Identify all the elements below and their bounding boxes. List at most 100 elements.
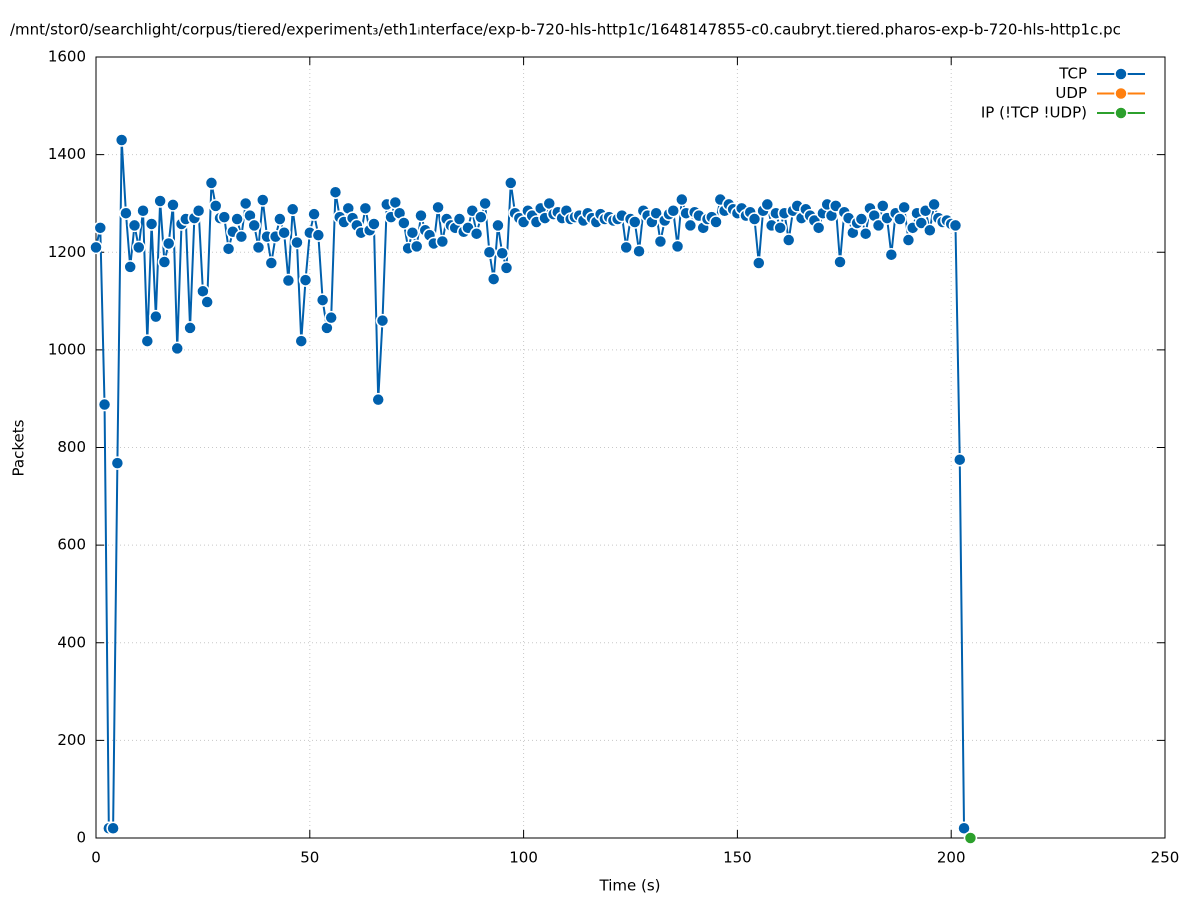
legend-label: TCP	[1058, 65, 1087, 83]
data-point	[324, 310, 338, 325]
data-point	[298, 273, 313, 287]
data-point	[482, 245, 497, 259]
x-tick-label: 0	[91, 849, 101, 867]
legend-label: UDP	[1055, 84, 1087, 102]
data-point	[666, 204, 681, 218]
data-point	[871, 218, 886, 233]
data-point	[119, 206, 133, 220]
data-point	[89, 240, 103, 255]
data-point	[760, 197, 775, 212]
plot-frame	[95, 56, 1166, 839]
data-point	[653, 234, 668, 249]
data-point	[414, 208, 428, 223]
data-point	[452, 212, 467, 226]
data-point	[256, 193, 270, 207]
data-point	[183, 321, 197, 335]
data-point	[106, 821, 120, 835]
data-point	[893, 212, 907, 226]
data-point	[649, 206, 663, 220]
data-point	[474, 210, 488, 224]
data-point	[127, 218, 142, 233]
data-point	[311, 228, 326, 242]
data-point	[93, 221, 108, 235]
x-tick-label: 250	[1151, 849, 1180, 867]
data-point	[628, 215, 642, 229]
y-tick-label: 1200	[48, 243, 86, 261]
data-point	[675, 192, 689, 207]
data-point	[149, 309, 163, 324]
data-point	[619, 240, 633, 255]
data-point	[491, 218, 505, 233]
x-tick-label: 200	[937, 849, 966, 867]
data-point	[290, 235, 304, 250]
data-point	[953, 452, 967, 467]
data-point	[157, 255, 172, 269]
data-point	[486, 272, 501, 286]
data-point	[773, 221, 787, 235]
data-point	[478, 196, 492, 211]
data-point	[123, 260, 137, 274]
data-point	[957, 821, 971, 835]
y-tick-label: 200	[57, 731, 86, 749]
data-point	[683, 218, 698, 233]
data-point	[132, 240, 146, 255]
data-point	[114, 133, 129, 147]
data-point	[876, 199, 890, 213]
data-point	[435, 234, 450, 249]
x-axis-label: Time (s)	[599, 877, 661, 895]
data-point	[854, 212, 869, 226]
data-point	[469, 226, 484, 241]
data-point	[927, 197, 941, 212]
data-point	[409, 239, 424, 254]
data-point	[285, 202, 300, 217]
data-point	[238, 196, 253, 211]
data-point	[811, 221, 826, 235]
y-tick-label: 1600	[48, 48, 86, 66]
data-point	[833, 255, 847, 269]
x-tick-label: 100	[509, 849, 538, 867]
data-point	[153, 194, 167, 208]
data-point	[97, 397, 112, 412]
data-point	[136, 204, 150, 218]
data-point	[371, 392, 385, 407]
y-tick-label: 600	[57, 536, 86, 554]
data-point	[166, 198, 180, 212]
data-point	[358, 201, 373, 216]
y-tick-label: 400	[57, 633, 86, 651]
data-point	[230, 212, 244, 226]
legend-marker	[1114, 67, 1128, 81]
data-point	[923, 223, 937, 238]
data-point	[858, 226, 873, 241]
data-point	[632, 244, 646, 259]
data-point	[264, 256, 279, 270]
data-point	[914, 216, 929, 230]
data-point	[221, 242, 236, 256]
data-point	[375, 313, 390, 328]
data-point	[144, 217, 159, 231]
data-point	[884, 247, 899, 262]
data-point	[963, 831, 978, 845]
data-point	[752, 256, 766, 270]
data-point	[247, 218, 261, 233]
data-point	[217, 210, 232, 224]
data-point	[234, 229, 249, 244]
data-point	[294, 334, 308, 348]
data-point	[781, 233, 796, 247]
legend-marker	[1114, 106, 1128, 120]
data-point	[499, 261, 514, 275]
x-tick-label: 50	[300, 849, 319, 867]
y-axis-label: Packets	[10, 419, 28, 476]
data-point	[170, 341, 184, 356]
data-point	[431, 200, 445, 215]
data-point	[273, 212, 287, 226]
data-point	[670, 239, 685, 254]
data-point	[200, 295, 214, 309]
data-point	[495, 246, 509, 260]
data-point	[405, 225, 420, 240]
data-point	[281, 273, 296, 288]
data-point	[948, 218, 963, 233]
y-tick-label: 800	[57, 438, 86, 456]
y-tick-label: 1400	[48, 145, 86, 163]
data-point	[161, 236, 176, 251]
data-point	[307, 207, 321, 221]
